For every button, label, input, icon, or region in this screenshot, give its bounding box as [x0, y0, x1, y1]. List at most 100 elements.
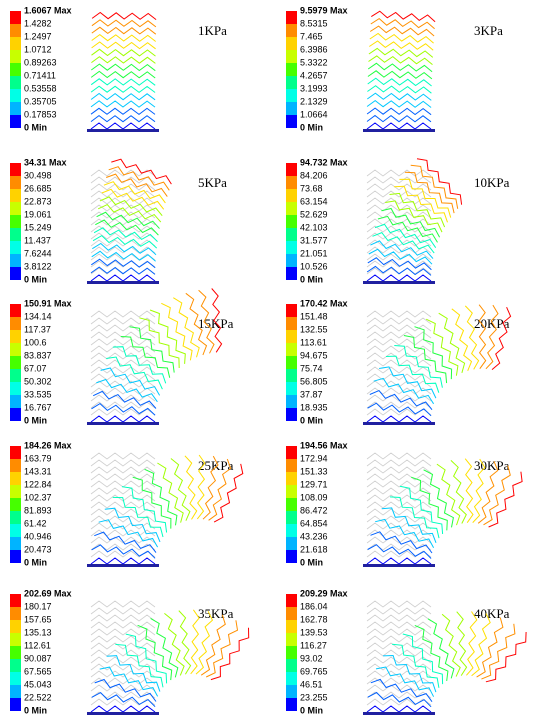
structure-layer	[91, 101, 155, 107]
structure-layer	[367, 453, 431, 459]
legend-swatch	[10, 304, 21, 317]
structure-layer	[367, 86, 431, 94]
legend-label: 116.27	[300, 640, 327, 650]
pressure-label: 20KPa	[474, 316, 510, 331]
structure-layer	[369, 56, 433, 65]
legend-swatch	[10, 485, 21, 498]
legend-label: 20.473	[24, 544, 52, 554]
legend-swatch	[10, 330, 21, 343]
legend-swatch	[286, 607, 297, 620]
legend-label: 9.5979 Max	[300, 5, 348, 15]
structure-layer	[367, 608, 431, 614]
legend-label: 0 Min	[24, 274, 47, 284]
structure-layer	[91, 267, 155, 274]
legend-swatch	[10, 446, 21, 459]
legend-label: 0 Min	[300, 274, 323, 284]
structure-layer	[100, 667, 158, 696]
structure-layer	[106, 357, 162, 389]
structure-layer	[368, 71, 432, 79]
legend-swatch	[10, 633, 21, 646]
legend-label: 1.4282	[24, 18, 52, 28]
legend-swatch	[286, 369, 297, 382]
legend-label: 1.0712	[24, 44, 52, 54]
legend-swatch	[10, 672, 21, 685]
legend-swatch	[10, 356, 21, 369]
structure-layer	[94, 532, 156, 553]
structure-layer	[91, 629, 155, 635]
structure-layer	[91, 311, 155, 317]
legend-label: 84.206	[300, 170, 328, 180]
legend-swatch	[10, 646, 21, 659]
legend-label: 10.526	[300, 261, 328, 271]
legend-label: 56.805	[300, 376, 328, 386]
structure-layer	[91, 116, 155, 122]
legend-label: 7.6244	[24, 248, 52, 258]
legend-label: 61.42	[24, 518, 47, 528]
structure-layer	[367, 177, 431, 183]
legend-label: 0.71411	[24, 70, 56, 80]
structure-layer	[367, 311, 431, 317]
legend-swatch	[286, 267, 297, 280]
legend-swatch	[286, 498, 297, 511]
legend-label: 0 Min	[24, 557, 47, 567]
legend-label: 75.74	[300, 363, 323, 373]
structure-layer	[91, 86, 155, 92]
structure-layer	[451, 460, 466, 523]
legend-label: 108.09	[300, 492, 328, 502]
legend-swatch	[286, 24, 297, 37]
legend-label: 180.17	[24, 601, 52, 611]
legend-label: 73.68	[300, 183, 323, 193]
legend-label: 45.043	[24, 679, 52, 689]
legend-swatch	[10, 228, 21, 241]
panel: 150.91 Max134.14117.37100.683.83767.0750…	[10, 289, 234, 426]
legend-label: 132.55	[300, 324, 328, 334]
legend-swatch	[286, 550, 297, 563]
legend-swatch	[10, 163, 21, 176]
structure-layer	[91, 108, 155, 114]
structure-layer	[367, 332, 431, 338]
legend-swatch	[10, 459, 21, 472]
legend-swatch	[10, 50, 21, 63]
structure-layer	[91, 64, 155, 71]
figure: 1.6067 Max1.42821.24971.07120.892630.714…	[0, 0, 553, 715]
legend-swatch	[286, 63, 297, 76]
legend-label: 83.837	[24, 350, 52, 360]
legend-label: 63.154	[300, 196, 328, 206]
pressure-label: 3KPa	[474, 23, 503, 38]
structure-layer	[367, 495, 431, 501]
structure-layer	[367, 636, 431, 642]
legend-swatch	[286, 685, 297, 698]
legend-swatch	[286, 343, 297, 356]
legend-swatch	[10, 620, 21, 633]
legend-swatch	[286, 163, 297, 176]
structure-layer	[367, 467, 431, 473]
structure-layer	[92, 49, 156, 56]
legend-label: 86.472	[300, 505, 328, 515]
panel: 194.56 Max172.94151.33129.71108.0986.472…	[286, 440, 522, 567]
legend-label: 19.061	[24, 209, 52, 219]
structure-layer	[370, 34, 434, 44]
structure-layer	[91, 123, 155, 129]
structure-layer	[394, 186, 447, 222]
structure-layer	[403, 634, 443, 684]
structure-layer	[92, 404, 156, 416]
legend-swatch	[286, 50, 297, 63]
legend-label: 46.51	[300, 679, 323, 689]
structure-layer	[92, 27, 156, 34]
legend-label: 162.78	[300, 614, 328, 624]
legend-swatch	[10, 498, 21, 511]
structure-layer	[173, 298, 199, 358]
base-plate	[363, 281, 435, 284]
structure-layer	[376, 667, 434, 697]
legend-swatch	[10, 24, 21, 37]
structure-layer	[367, 685, 431, 691]
structure-layer	[479, 305, 486, 369]
legend-label: 0 Min	[300, 122, 323, 132]
legend-label: 3.8122	[24, 261, 52, 271]
legend-label: 7.465	[300, 31, 323, 41]
structure-layer	[91, 94, 155, 100]
legend-label: 157.65	[24, 614, 52, 624]
structure-layer	[367, 353, 431, 359]
legend-swatch	[10, 685, 21, 698]
legend-swatch	[10, 37, 21, 50]
